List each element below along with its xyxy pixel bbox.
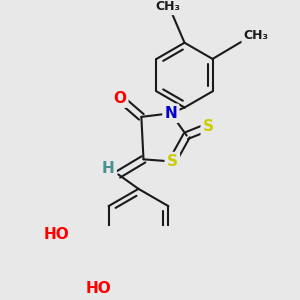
- Text: O: O: [113, 91, 126, 106]
- Text: S: S: [167, 154, 178, 169]
- Text: N: N: [164, 106, 177, 121]
- Text: CH₃: CH₃: [243, 29, 268, 42]
- Text: H: H: [102, 161, 115, 176]
- Text: HO: HO: [44, 227, 70, 242]
- Text: CH₃: CH₃: [155, 0, 181, 13]
- Text: S: S: [203, 119, 214, 134]
- Text: HO: HO: [85, 281, 111, 296]
